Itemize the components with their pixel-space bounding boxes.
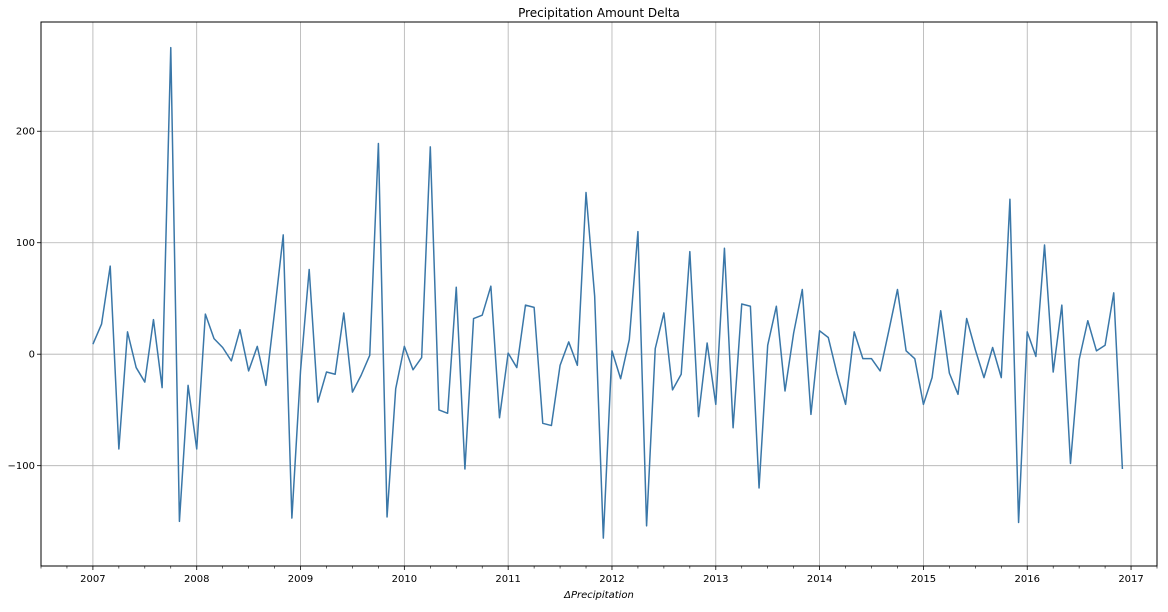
x-tick-label: 2016 [1015,574,1040,585]
x-tick-label: 2015 [911,574,936,585]
y-tick-label: −100 [8,461,35,472]
x-tick-label: 2009 [288,574,313,585]
y-axis-ticks: −100 0 100 200 [8,127,41,472]
x-tick-label: 2013 [703,574,728,585]
x-tick-label: 2017 [1118,574,1143,585]
x-tick-label: 2007 [80,574,105,585]
chart-title: Precipitation Amount Delta [518,6,680,20]
x-tick-label: 2014 [807,574,832,585]
series-line [92,46,1124,539]
x-tick-label: 2012 [599,574,624,585]
plot-frame [40,21,1158,567]
y-tick-label: 0 [29,350,35,361]
y-tick-label: 200 [16,127,35,138]
plot-background [41,22,1157,566]
x-axis-ticks: 2007 2008 2009 2010 2011 2012 2013 2014 2015 2016… [80,566,1144,585]
x-tick-label: 2011 [495,574,520,585]
x-tick-label: 2008 [184,574,209,585]
x-tick-label: 2010 [392,574,417,585]
y-tick-label: 100 [16,238,35,249]
minor-ticks [40,566,1158,569]
x-axis-label: ΔPrecipitation [563,590,634,601]
grid-lines [41,22,1157,566]
